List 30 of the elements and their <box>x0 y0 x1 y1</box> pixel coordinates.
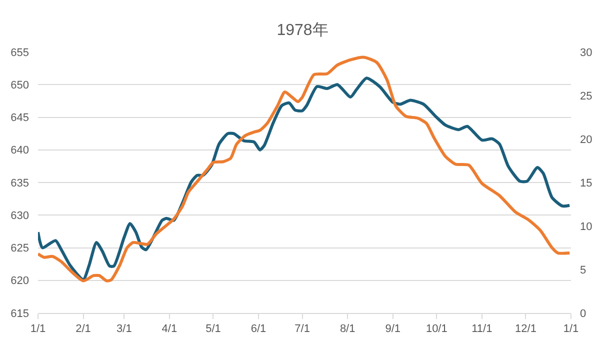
y-tick-label: 640 <box>10 144 29 157</box>
y-tick-label: 650 <box>10 79 29 92</box>
x-tick-label: 9/1 <box>385 323 400 336</box>
y-tick-label: 625 <box>10 242 29 255</box>
y2-tick-label: 10 <box>580 220 592 233</box>
x-tick-label: 6/1 <box>250 323 266 336</box>
x-tick-label: 12/1 <box>515 323 536 336</box>
y2-tick-label: 30 <box>580 46 592 59</box>
x-tick-label: 5/1 <box>206 323 221 336</box>
y2-tick-label: 20 <box>580 134 592 146</box>
y-tick-label: 645 <box>10 112 29 124</box>
x-tick-label: 2/1 <box>76 323 91 336</box>
y2-tick-label: 0 <box>580 308 586 320</box>
x-tick-label: 4/1 <box>162 323 178 336</box>
y2-tick-label: 15 <box>580 177 592 190</box>
x-tick-label: 1/1 <box>30 323 46 336</box>
x-tick-label: 1/1 <box>563 323 579 336</box>
y2-tick-label: 25 <box>580 90 592 102</box>
x-tick-label: 3/1 <box>116 323 132 336</box>
x-tick-label: 7/1 <box>294 323 310 336</box>
x-tick-label: 8/1 <box>340 323 356 336</box>
y-tick-label: 655 <box>10 46 29 59</box>
y-tick-label: 635 <box>10 177 29 190</box>
x-tick-label: 11/1 <box>472 323 492 336</box>
chart-title: 1978年 <box>276 22 328 40</box>
y2-tick-label: 5 <box>580 264 586 276</box>
x-tick-label: 10/1 <box>426 323 448 336</box>
y-tick-label: 615 <box>10 308 29 320</box>
y-tick-label: 620 <box>10 275 29 288</box>
y-tick-label: 630 <box>10 210 29 222</box>
